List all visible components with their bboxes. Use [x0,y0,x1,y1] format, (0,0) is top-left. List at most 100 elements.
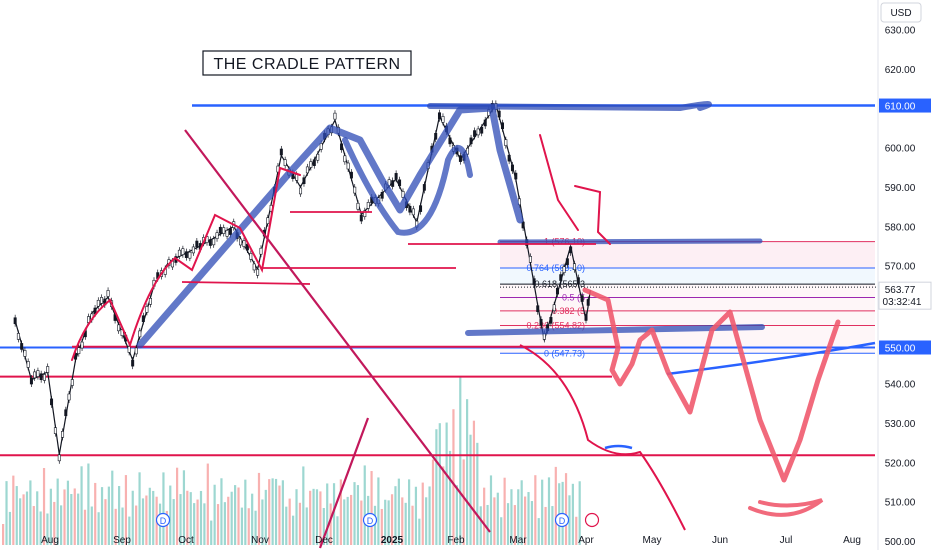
y-tick-label: 600.00 [885,144,916,155]
candle-body [249,253,253,260]
candle-body [148,298,152,305]
candle-body [309,161,313,168]
blue-cradle-curve [342,137,473,236]
volume-bar [554,466,557,545]
candle-body [586,299,590,306]
x-tick-label: May [643,535,662,546]
red-arrow-down [539,134,611,245]
candle-body [100,297,104,304]
volume-bar [176,467,179,545]
candle-body [279,148,283,156]
candle-body [408,205,412,213]
candle-body [134,347,138,355]
candle-body [539,318,543,326]
volume-bar [510,489,513,545]
candle-body [138,330,142,338]
volume-bar [353,482,356,545]
x-tick-label: Sep [113,535,131,546]
volume-bar [472,420,476,545]
volume-bar [530,501,534,545]
candle-body [507,154,511,162]
red-long-curve [519,344,686,531]
x-tick-label: Aug [843,535,861,546]
volume-bar [394,486,397,545]
candle-body [208,239,212,246]
candle-body [510,164,514,172]
x-tick-label: Jun [712,535,728,546]
volume-bar [8,511,12,545]
candle-body [283,159,287,166]
dividend-marker [554,512,570,528]
dividend-marker-label: D [559,516,566,526]
split-marker [584,512,600,528]
currency-label: USD [890,8,911,19]
volume-bar [466,399,469,545]
candle-body [117,324,121,332]
volume-bar [216,504,220,545]
y-tick-label: 630.00 [885,26,916,37]
volume-bar [503,477,506,545]
volume-bar [49,488,52,545]
volume-bar [73,488,76,545]
candle-body [363,210,367,218]
volume-bar [196,499,199,545]
candle-body [218,226,222,234]
candle-body [74,352,78,360]
blue-top-mark [427,101,712,112]
candle-body [497,110,501,118]
candle-body [536,305,540,313]
volume-bar [66,480,70,545]
volume-bar [486,504,489,545]
y-tick-label: 620.00 [885,65,916,76]
candle-body [316,153,320,161]
candle-body [437,112,441,120]
candle-body [343,155,347,163]
level-tag-550 [879,340,931,355]
volume-bar [524,496,527,545]
candle-body [521,221,525,229]
volume-bar [278,485,281,545]
candle-body [70,379,74,386]
candle-body [215,232,219,240]
candle-body [514,172,518,180]
volume-bar [360,500,363,545]
x-tick-label: Dec [315,535,333,546]
level-tag-550-text: 550.00 [885,343,916,354]
volume-bar [80,466,83,545]
candle-body [228,228,232,235]
volume-bar [12,475,15,545]
volume-bar [541,479,544,545]
volume-bar [431,459,435,545]
countdown-label: 03:32:41 [883,297,922,308]
volume-bar [227,496,230,545]
red-horizontal-marks [181,211,596,285]
candle-body [188,251,192,259]
candle-body [77,347,81,354]
candle-body [391,180,395,187]
title-box [202,50,412,76]
candle-body [26,361,30,368]
candle-body [528,256,532,263]
candle-body [346,162,350,170]
volume-bar [295,489,298,545]
volume-bar [571,483,574,545]
candle-body [256,269,260,276]
volume-bar [5,481,8,545]
currency-box [880,2,922,23]
candle-body [33,371,37,379]
volume-bar [22,494,25,545]
candle-body [349,171,353,179]
fib-zone-low [500,284,875,354]
x-tick-label: Jul [780,535,793,546]
candle-body [141,315,145,323]
candle-body [242,240,246,247]
volume-bar [285,506,288,545]
candle-body [222,227,226,234]
candle-body [555,287,559,295]
volume-bar [121,507,124,545]
chart-title: THE CRADLE PATTERN [213,56,400,73]
candle-body [340,143,344,151]
candle-body [67,393,71,401]
